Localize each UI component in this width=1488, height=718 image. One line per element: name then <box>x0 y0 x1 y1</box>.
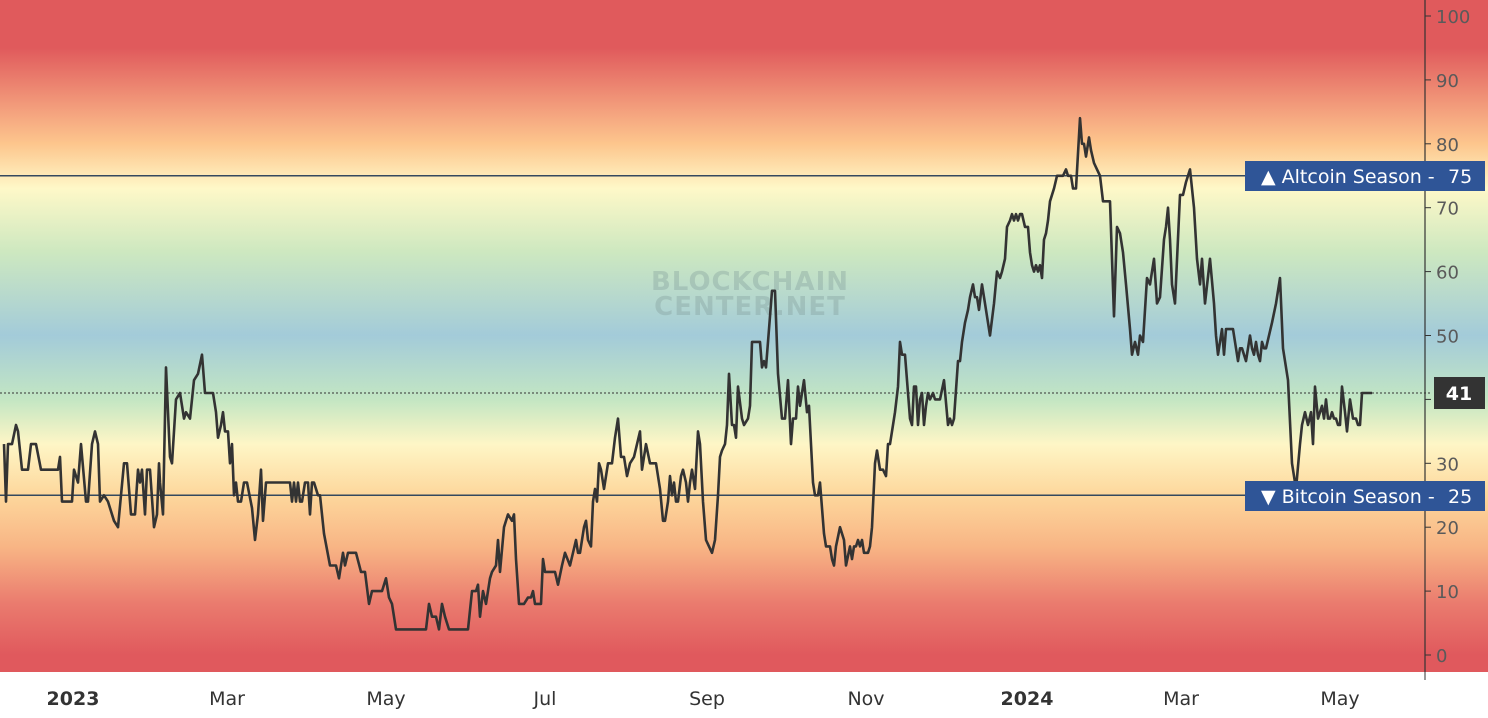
altcoin-index-line[interactable] <box>2 116 1372 631</box>
watermark-logo: BLOCKCHAIN CENTER.NET <box>651 267 849 322</box>
y-tick-label: 30 <box>1436 454 1459 475</box>
bitcoin-season-value: 25 <box>1448 486 1472 508</box>
x-tick-label: Jul <box>533 688 557 710</box>
x-axis-background <box>0 672 1488 718</box>
x-tick-label: 2024 <box>1001 688 1054 710</box>
y-tick-label: 100 <box>1436 7 1470 28</box>
y-tick-label: 10 <box>1436 582 1459 603</box>
watermark-line-1: BLOCKCHAIN <box>651 267 849 297</box>
y-tick-label: 70 <box>1436 199 1459 220</box>
plot-background <box>0 0 1425 672</box>
x-axis-ticks: 2023 Mar May Jul Sep Nov 2024 Mar May <box>47 688 1360 710</box>
altcoin-season-label: ▲ Altcoin Season - <box>1261 166 1435 188</box>
x-tick-label: Mar <box>209 688 245 710</box>
x-tick-label: May <box>1320 688 1359 710</box>
y-tick-label: 60 <box>1436 263 1459 284</box>
x-tick-label: Mar <box>1163 688 1199 710</box>
y-tick-label: 20 <box>1436 518 1459 539</box>
x-tick-label: Nov <box>847 688 884 710</box>
altcoin-season-value: 75 <box>1448 166 1472 188</box>
y-tick-label: 0 <box>1436 646 1447 667</box>
current-value-text: 41 <box>1446 383 1472 405</box>
altcoin-season-badge: ▲ Altcoin Season - 75 <box>1245 161 1485 191</box>
bitcoin-season-label: ▼ Bitcoin Season - <box>1261 486 1435 508</box>
watermark-line-2: CENTER.NET <box>654 292 846 322</box>
x-tick-label: 2023 <box>47 688 100 710</box>
y-tick-label: 90 <box>1436 71 1459 92</box>
y-axis-ticks: 0 10 20 30 50 60 70 80 90 100 <box>1425 7 1470 667</box>
y-tick-label: 80 <box>1436 135 1459 156</box>
current-value-badge: 41 <box>1434 377 1485 409</box>
y-tick-label: 50 <box>1436 327 1459 348</box>
x-tick-label: May <box>366 688 405 710</box>
y-axis-background <box>1425 0 1488 672</box>
x-tick-label: Sep <box>689 688 725 710</box>
bitcoin-season-badge: ▼ Bitcoin Season - 25 <box>1245 481 1485 511</box>
